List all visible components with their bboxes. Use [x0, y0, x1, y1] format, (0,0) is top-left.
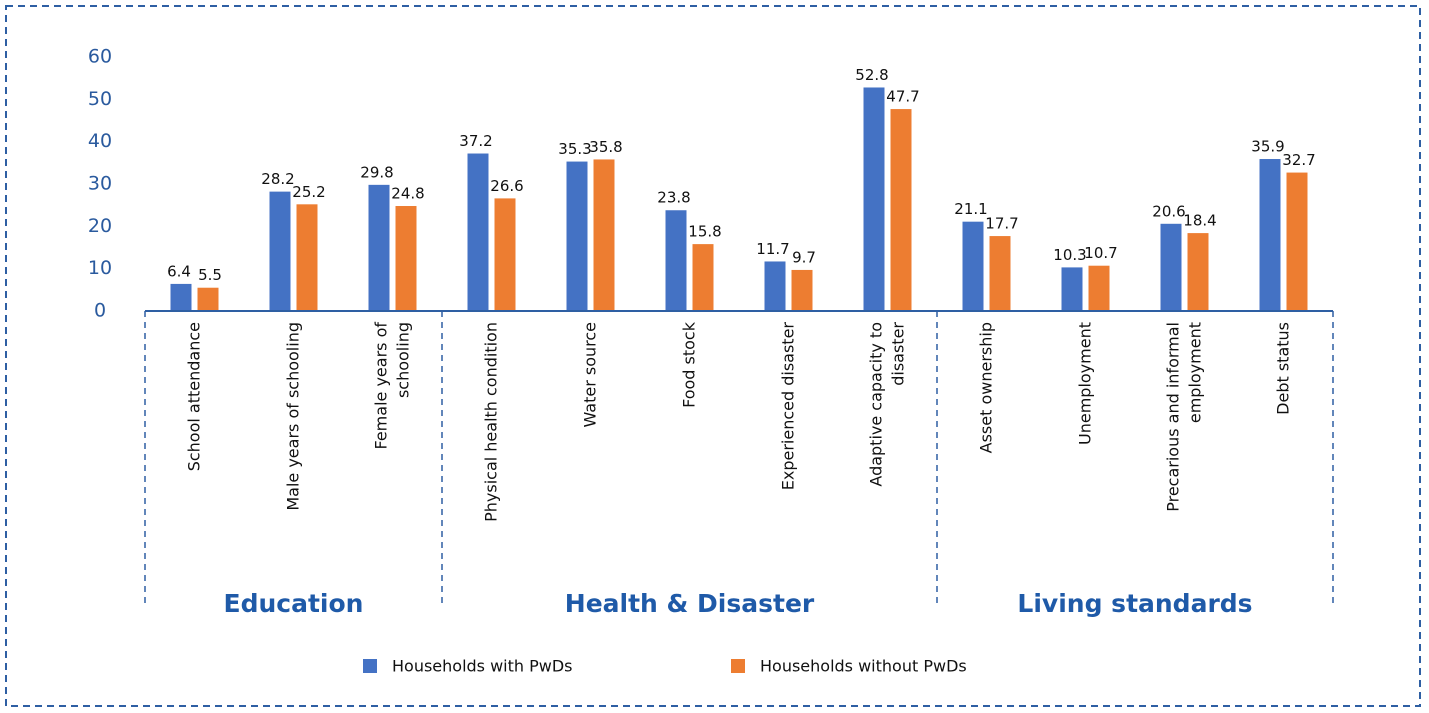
- value-label: 26.6: [490, 177, 523, 195]
- bar: [863, 87, 885, 311]
- group-label: Education: [224, 589, 364, 618]
- x-tick-label: Asset ownership: [976, 322, 995, 453]
- legend-label: Households with PwDs: [392, 657, 573, 676]
- x-tick-label: Physical health condition: [481, 322, 500, 522]
- value-label: 20.6: [1152, 202, 1185, 220]
- y-tick-label: 30: [88, 173, 112, 195]
- value-label: 35.9: [1251, 138, 1284, 156]
- bar: [170, 283, 192, 311]
- bar: [593, 159, 615, 311]
- bar: [494, 198, 516, 311]
- value-label: 25.2: [292, 183, 325, 201]
- value-label: 32.7: [1282, 151, 1315, 169]
- bar: [1187, 233, 1209, 311]
- value-label: 21.1: [954, 200, 987, 218]
- value-label: 28.2: [261, 170, 294, 188]
- value-label: 15.8: [688, 223, 721, 241]
- x-tick-label: Precarious and informal employment: [1163, 322, 1204, 512]
- x-tick-label: School attendance: [184, 322, 203, 471]
- y-tick-label: 60: [88, 46, 112, 68]
- value-label: 35.3: [558, 140, 591, 158]
- bar: [1259, 159, 1281, 311]
- bar: [665, 210, 687, 311]
- value-label: 52.8: [855, 66, 888, 84]
- y-tick-label: 40: [88, 130, 112, 152]
- bar: [692, 244, 714, 311]
- bar: [197, 287, 219, 311]
- value-label: 10.7: [1084, 244, 1117, 262]
- value-label: 18.4: [1183, 212, 1216, 230]
- bar: [1286, 172, 1308, 311]
- value-label: 9.7: [792, 248, 816, 266]
- value-label: 47.7: [886, 88, 919, 106]
- x-tick-label: Food stock: [679, 321, 698, 408]
- value-label: 23.8: [657, 189, 690, 207]
- value-label: 6.4: [167, 262, 191, 280]
- x-tick-label: Female years of schooling: [371, 322, 412, 450]
- bar: [566, 161, 588, 311]
- bar: [1088, 265, 1110, 311]
- bar: [269, 191, 291, 311]
- value-label: 35.8: [589, 138, 622, 156]
- bar: [368, 184, 390, 311]
- y-tick-label: 10: [88, 257, 112, 279]
- y-tick-label: 20: [88, 215, 112, 237]
- bar: [962, 221, 984, 311]
- value-label: 10.3: [1053, 246, 1086, 264]
- bar: [764, 261, 786, 311]
- legend-label: Households without PwDs: [760, 657, 967, 676]
- frame: [5, 5, 1421, 707]
- bar: [989, 236, 1011, 311]
- bar: [1061, 267, 1083, 311]
- legend-swatch: [363, 659, 377, 673]
- x-tick-label: Debt status: [1273, 322, 1292, 415]
- y-tick-label: 50: [88, 88, 112, 110]
- x-tick-label: Male years of schooling: [283, 322, 302, 511]
- value-label: 11.7: [756, 240, 789, 258]
- legend-swatch: [731, 659, 745, 673]
- value-label: 5.5: [198, 266, 222, 284]
- bar: [395, 206, 417, 311]
- bar: [791, 269, 813, 311]
- x-tick-label: Water source: [580, 322, 599, 428]
- x-tick-label: Adaptive capacity to disaster: [866, 322, 907, 487]
- y-tick-label: 0: [94, 300, 106, 322]
- value-label: 17.7: [985, 215, 1018, 233]
- bar: [1160, 223, 1182, 311]
- bar: [296, 204, 318, 311]
- group-label: Health & Disaster: [565, 589, 815, 618]
- bar: [467, 153, 489, 311]
- value-label: 24.8: [391, 185, 424, 203]
- x-tick-label: Experienced disaster: [778, 322, 797, 491]
- value-label: 37.2: [459, 132, 492, 150]
- bar: [890, 109, 912, 311]
- group-label: Living standards: [1017, 589, 1252, 618]
- x-tick-label: Unemployment: [1075, 322, 1094, 445]
- value-label: 29.8: [360, 163, 393, 181]
